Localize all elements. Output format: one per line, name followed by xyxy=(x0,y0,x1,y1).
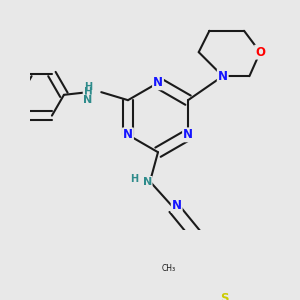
Text: H: H xyxy=(130,174,138,184)
Text: N: N xyxy=(218,70,228,83)
Text: S: S xyxy=(220,292,229,300)
Text: N: N xyxy=(83,95,93,105)
Text: N: N xyxy=(172,199,182,212)
Text: H: H xyxy=(84,87,92,97)
Text: H: H xyxy=(84,82,92,92)
Text: O: O xyxy=(255,46,265,59)
Text: CH₃: CH₃ xyxy=(162,264,176,273)
Text: N: N xyxy=(123,128,133,141)
Text: N: N xyxy=(153,76,163,89)
Text: N: N xyxy=(143,177,152,187)
Text: N: N xyxy=(183,128,193,141)
